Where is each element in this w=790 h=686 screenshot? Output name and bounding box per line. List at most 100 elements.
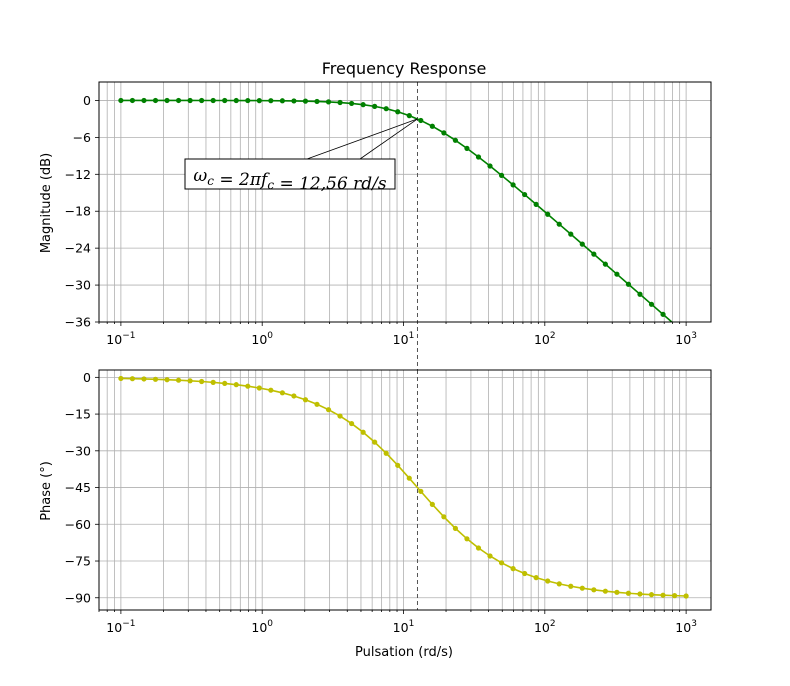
data-point (545, 578, 551, 584)
data-point (648, 301, 655, 307)
data-point (602, 588, 608, 594)
phase-axes: 10−1 100 101 102 103 0 −15 −30 −45 −60 −75 −90 (65, 369, 712, 635)
data-point (464, 145, 470, 151)
data-point (175, 97, 182, 104)
y-tick-label: −45 (65, 480, 91, 495)
x-tick-label: 101 (393, 619, 415, 635)
data-point (522, 570, 528, 577)
data-point (141, 97, 147, 104)
data-point (337, 413, 343, 419)
data-point (568, 583, 574, 589)
data-point (418, 117, 424, 124)
axes-frame (98, 369, 712, 611)
grid-lines (98, 82, 711, 323)
data-point (383, 106, 389, 112)
data-point (602, 261, 608, 267)
data-point (325, 407, 332, 413)
data-point (348, 100, 355, 107)
data-point (475, 545, 482, 551)
data-point (256, 385, 262, 391)
data-point (268, 387, 274, 393)
data-point (475, 154, 482, 160)
data-point (464, 536, 470, 542)
data-point (279, 390, 285, 396)
data-point (291, 393, 297, 399)
magnitude-axes: 10−1 100 101 102 103 0 −6 −12 −18 −24 −30 −36 ωc = 2… (65, 81, 712, 370)
data-point (429, 123, 435, 129)
data-point (268, 98, 274, 104)
data-point (302, 98, 309, 104)
data-point (625, 590, 632, 596)
data-point (591, 251, 597, 257)
y-tick-label: 0 (83, 370, 91, 385)
data-point (118, 375, 124, 382)
y-tick-label: −18 (65, 204, 91, 219)
data-point (522, 191, 528, 198)
data-point (245, 97, 251, 104)
data-point (614, 271, 620, 277)
data-point (348, 420, 355, 427)
data-point (671, 593, 678, 599)
annotation-text: ωc = 2πfc = 12,56 rd/s (193, 166, 387, 194)
data-point (337, 99, 343, 106)
data-point (175, 377, 182, 383)
y-tick-label: 0 (83, 93, 91, 108)
data-point (545, 211, 551, 217)
series-0-0 (118, 97, 676, 322)
data-point (637, 591, 643, 597)
y-tick-label: −6 (73, 130, 91, 145)
data-point (556, 221, 562, 227)
chart-title: Frequency Response (322, 59, 487, 78)
data-point (233, 382, 239, 388)
axes-frame (98, 81, 712, 323)
y-tick-label: −75 (65, 554, 91, 569)
y-tick-label: −30 (65, 443, 91, 458)
data-point (372, 103, 378, 109)
data-point (210, 97, 216, 104)
data-point (441, 130, 447, 136)
data-point (648, 592, 655, 598)
data-point (406, 113, 412, 119)
data-point (118, 97, 124, 104)
data-point (556, 581, 562, 587)
data-point (164, 377, 170, 383)
data-point (533, 201, 539, 207)
data-point (406, 475, 412, 481)
data-point (222, 380, 228, 387)
data-point (683, 593, 689, 599)
annotation-arrow (306, 118, 418, 160)
series-1-0 (118, 375, 689, 599)
data-point (568, 231, 574, 237)
data-point (360, 102, 366, 108)
data-point (291, 98, 297, 104)
data-point (314, 98, 320, 105)
x-tick-label: 100 (251, 331, 273, 347)
data-point (210, 379, 216, 385)
data-point (222, 97, 228, 104)
data-point (395, 109, 401, 115)
data-point (614, 589, 620, 595)
pulsation-xlabel: Pulsation (rd/s) (355, 645, 453, 660)
x-tick-label: 10−1 (106, 331, 135, 347)
data-point (637, 291, 643, 297)
data-point (498, 560, 505, 566)
y-tick-label: −36 (65, 315, 91, 330)
y-tick-label: −15 (65, 407, 91, 422)
data-point (199, 378, 205, 385)
data-point (129, 376, 136, 382)
y-tick-label: −90 (65, 590, 91, 605)
data-point (314, 401, 320, 407)
data-point (498, 172, 505, 178)
data-point (452, 137, 459, 143)
annotation-arrow (359, 118, 418, 160)
cutoff-annotation: ωc = 2πfc = 12,56 rd/s (184, 118, 418, 194)
data-point (510, 566, 516, 572)
x-tick-label: 102 (534, 619, 556, 635)
data-point (141, 376, 147, 382)
data-point (487, 553, 493, 559)
data-point (625, 281, 632, 287)
data-point (591, 587, 597, 593)
data-point (245, 383, 251, 389)
